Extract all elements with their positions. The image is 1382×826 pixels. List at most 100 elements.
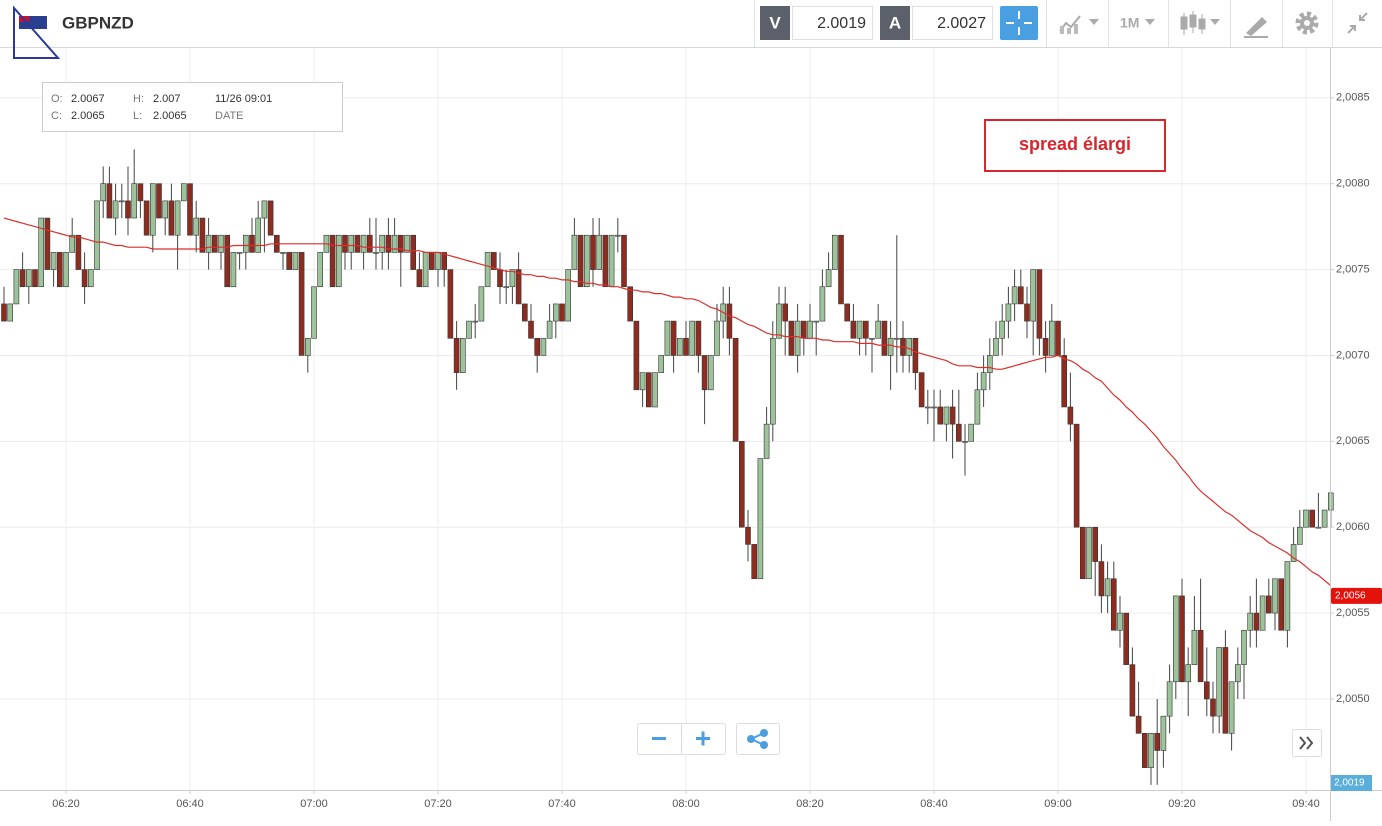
candle-body bbox=[441, 252, 448, 270]
candle-body bbox=[1315, 526, 1322, 529]
candle-body bbox=[931, 406, 937, 409]
candle-body bbox=[838, 234, 844, 305]
candle-body bbox=[212, 234, 218, 253]
candle-body bbox=[1017, 286, 1024, 305]
candle-body bbox=[366, 234, 373, 253]
candle-body bbox=[13, 269, 20, 305]
candle-body bbox=[490, 252, 497, 270]
candle-body bbox=[1191, 629, 1198, 665]
share-button[interactable] bbox=[747, 729, 768, 749]
candle-body bbox=[949, 406, 956, 425]
candle-body bbox=[224, 234, 230, 288]
ask-button[interactable] bbox=[880, 6, 910, 40]
candle-body bbox=[1210, 698, 1216, 717]
candle-body bbox=[156, 183, 162, 219]
crosshair-icon bbox=[1006, 11, 1032, 35]
candle-body bbox=[825, 269, 832, 288]
candle-body bbox=[1266, 595, 1272, 614]
candle-body bbox=[912, 337, 919, 373]
candle-body bbox=[552, 303, 559, 322]
y-tick-label: 2,0080 bbox=[1336, 178, 1370, 190]
candle-body bbox=[187, 183, 193, 236]
x-tick-label: 07:40 bbox=[548, 798, 576, 810]
candle-body bbox=[472, 320, 479, 323]
candle-body bbox=[230, 252, 237, 288]
candle-body bbox=[887, 337, 894, 356]
candle-body bbox=[813, 320, 820, 323]
candle-body bbox=[497, 269, 503, 288]
candle-body bbox=[218, 234, 224, 253]
candle-body bbox=[1086, 526, 1092, 580]
candle-body bbox=[19, 269, 26, 288]
candle-body bbox=[782, 303, 789, 322]
candle-body bbox=[1080, 526, 1086, 580]
candle-body bbox=[1297, 526, 1303, 545]
candle-body bbox=[571, 234, 578, 270]
low-value: 2.0065 bbox=[153, 110, 187, 122]
candle-body bbox=[50, 252, 57, 270]
crosshair-button[interactable] bbox=[1000, 6, 1038, 40]
candle-body bbox=[968, 423, 975, 442]
period-button[interactable]: 1M bbox=[1120, 15, 1155, 31]
candle-body bbox=[583, 234, 590, 288]
chart-type-button[interactable] bbox=[1059, 15, 1099, 34]
candle-body bbox=[1036, 269, 1043, 339]
candle-body bbox=[137, 183, 144, 202]
candle-body bbox=[447, 269, 454, 339]
candle-body bbox=[875, 320, 882, 339]
candle-body bbox=[416, 269, 423, 288]
spread-marker bbox=[1331, 775, 1372, 791]
candle-body bbox=[354, 234, 361, 253]
candle-body bbox=[776, 303, 782, 339]
settings-button[interactable] bbox=[1295, 11, 1319, 35]
candle-body bbox=[1160, 715, 1167, 751]
candle-body bbox=[1055, 320, 1061, 356]
candle-body bbox=[56, 252, 63, 288]
candle-body bbox=[1235, 664, 1241, 683]
candle-body bbox=[844, 303, 851, 322]
candle-body bbox=[199, 217, 206, 253]
y-tick-label: 2,0085 bbox=[1336, 92, 1370, 104]
candle-body bbox=[1247, 612, 1253, 631]
draw-button[interactable] bbox=[1244, 17, 1268, 38]
annotation-box bbox=[984, 119, 1166, 172]
candle-body bbox=[738, 441, 745, 528]
zoom-in-button[interactable] bbox=[696, 731, 710, 746]
candle-body bbox=[168, 200, 175, 236]
candle-body bbox=[7, 303, 13, 322]
candle-body bbox=[614, 234, 621, 237]
bid-button[interactable] bbox=[760, 6, 790, 40]
candle-body bbox=[1142, 733, 1148, 768]
candle-body bbox=[1259, 595, 1266, 631]
candle-body bbox=[707, 355, 714, 391]
candle-style-button[interactable] bbox=[1180, 11, 1220, 35]
candle-body bbox=[670, 320, 677, 356]
candle-body bbox=[652, 372, 658, 408]
toolbar bbox=[0, 0, 1382, 48]
candle-body bbox=[732, 337, 739, 442]
zoom-out-button[interactable] bbox=[652, 737, 666, 740]
candle-body bbox=[559, 303, 565, 322]
candle-body bbox=[38, 217, 45, 288]
candle-body bbox=[1135, 715, 1142, 734]
candle-body bbox=[794, 320, 801, 356]
candle-body bbox=[1005, 303, 1012, 322]
scroll-end-button[interactable] bbox=[1299, 736, 1314, 750]
candle-body bbox=[1284, 561, 1291, 631]
candle-body bbox=[1129, 664, 1136, 717]
candle-body bbox=[100, 183, 106, 202]
collapse-button[interactable] bbox=[1347, 12, 1368, 34]
candle-body bbox=[88, 269, 94, 288]
candle-body bbox=[1024, 303, 1030, 322]
logo-triangle bbox=[13, 5, 61, 59]
candle-body bbox=[335, 234, 342, 288]
candle-body bbox=[645, 372, 652, 408]
axes: 2,0050 2,0055 2,0060 2,0065 2,0070 2,0075 2,00… bbox=[52, 92, 1382, 810]
candle-body bbox=[695, 320, 702, 356]
candle-body bbox=[534, 337, 541, 356]
open-label: O: bbox=[51, 93, 63, 105]
candle-body bbox=[807, 320, 813, 339]
share-box bbox=[736, 723, 780, 755]
candle-body bbox=[596, 234, 603, 270]
candle-body bbox=[459, 337, 466, 373]
